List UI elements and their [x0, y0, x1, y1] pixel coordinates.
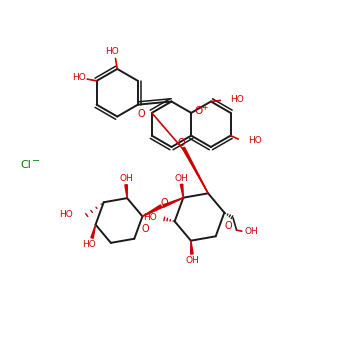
Polygon shape	[125, 185, 127, 198]
Text: HO: HO	[59, 210, 73, 219]
Polygon shape	[142, 205, 162, 216]
Text: O: O	[138, 109, 145, 119]
Text: O: O	[178, 138, 186, 148]
Text: Cl: Cl	[21, 160, 32, 169]
Polygon shape	[163, 198, 183, 207]
Text: HO: HO	[72, 72, 86, 82]
Text: O: O	[195, 106, 203, 116]
Text: OH: OH	[244, 228, 258, 236]
Polygon shape	[182, 147, 208, 193]
Text: OH: OH	[175, 174, 188, 183]
Polygon shape	[191, 241, 193, 254]
Polygon shape	[91, 225, 96, 238]
Text: O: O	[225, 221, 232, 231]
Text: HO: HO	[143, 214, 156, 222]
Text: HO: HO	[230, 95, 244, 104]
Text: OH: OH	[119, 174, 133, 183]
Text: +: +	[201, 103, 207, 112]
Text: HO: HO	[105, 47, 119, 56]
Text: HO: HO	[82, 240, 96, 249]
Text: OH: OH	[186, 256, 199, 265]
Text: −: −	[32, 156, 40, 166]
Polygon shape	[180, 184, 183, 198]
Text: HO: HO	[248, 136, 262, 145]
Text: O: O	[141, 224, 149, 234]
Text: O: O	[161, 198, 168, 208]
